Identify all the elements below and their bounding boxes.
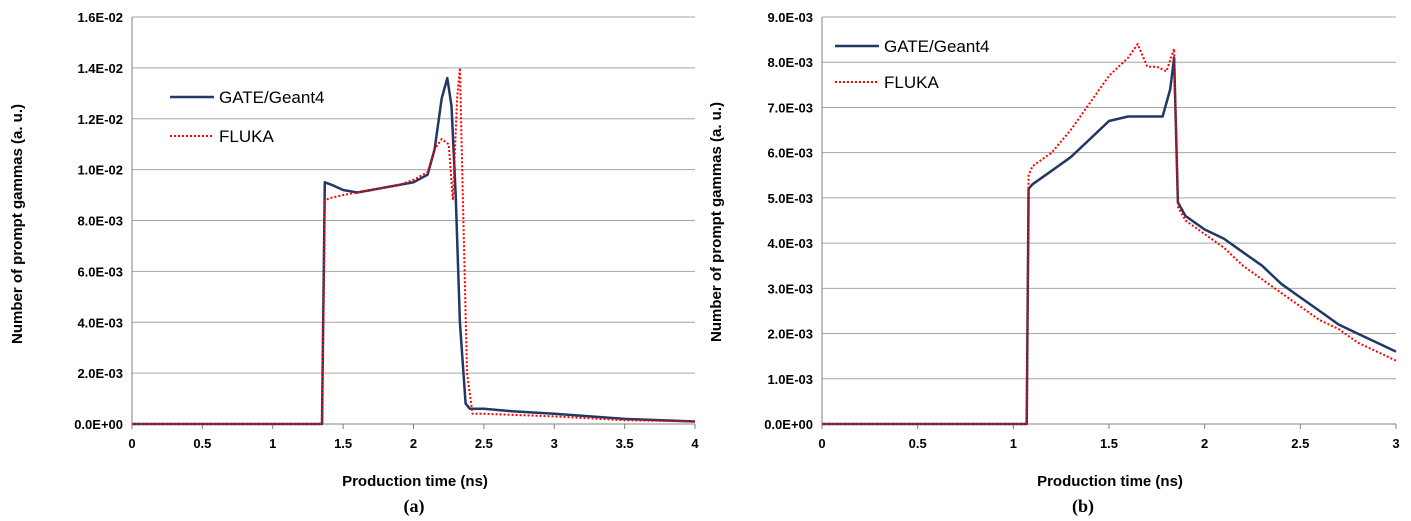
chart-a-x-tick-label: 0 bbox=[128, 436, 135, 451]
chart-b-x-tick-label: 2.5 bbox=[1291, 436, 1309, 451]
chart-a-y-tick-label: 1.2E-02 bbox=[77, 112, 123, 127]
chart-a-x-tick-label: 1 bbox=[269, 436, 276, 451]
chart-a-legend: GATE/Geant4 FLUKA bbox=[170, 88, 325, 146]
chart-b-y-tick-label: 2.0E-03 bbox=[767, 327, 813, 342]
chart-a-y-tick-label: 4.0E-03 bbox=[77, 315, 123, 330]
chart-a-y-tick-label: 2.0E-03 bbox=[77, 366, 123, 381]
chart-a-x-tick-label: 2 bbox=[410, 436, 417, 451]
chart-a-y-tick-labels: 0.0E+00 2.0E-03 4.0E-03 6.0E-03 8.0E-03 1.0E-… bbox=[74, 10, 123, 432]
chart-b-x-tick-label: 0.5 bbox=[909, 436, 927, 451]
chart-a-series-gate-geant4-line bbox=[132, 76, 696, 426]
chart-a-y-tick-label: 1.6E-02 bbox=[77, 10, 123, 25]
chart-a-series-fluka-line bbox=[132, 66, 696, 425]
chart-b-series-fluka-line bbox=[822, 43, 1397, 425]
chart-b-y-axis-title: Number of prompt gammas (a. u.) bbox=[708, 102, 725, 342]
chart-b-x-tick-label: 2 bbox=[1201, 436, 1208, 451]
chart-b-series bbox=[822, 43, 1397, 426]
chart-b-legend-label-gate: GATE/Geant4 bbox=[884, 37, 990, 56]
chart-b-y-tick-labels: 0.0E+00 1.0E-03 2.0E-03 3.0E-03 4.0E-03 5.0E-… bbox=[764, 10, 813, 432]
chart-a-y-axis-title: Number of prompt gammas (a. u.) bbox=[9, 104, 26, 344]
chart-b-y-tick-label: 9.0E-03 bbox=[767, 10, 813, 25]
chart-a-y-tick-label: 1.0E-02 bbox=[77, 163, 123, 178]
chart-a-x-tick-label: 4 bbox=[691, 436, 699, 451]
chart-b-y-tick-label: 5.0E-03 bbox=[767, 191, 813, 206]
chart-a-x-axis-title: Production time (ns) bbox=[342, 473, 488, 490]
chart-a-y-tick-label: 0.0E+00 bbox=[74, 417, 123, 432]
chart-a-x-tick-label: 2.5 bbox=[475, 436, 493, 451]
chart-b-gridlines bbox=[821, 16, 1397, 429]
chart-b-y-tick-label: 3.0E-03 bbox=[767, 281, 813, 296]
chart-b-y-tick-label: 8.0E-03 bbox=[767, 55, 813, 70]
chart-b-x-tick-label: 1 bbox=[1010, 436, 1017, 451]
chart-a-y-tick-label: 1.4E-02 bbox=[77, 61, 123, 76]
chart-b-x-axis-title: Production time (ns) bbox=[1037, 473, 1183, 490]
chart-b-y-tick-label: 7.0E-03 bbox=[767, 100, 813, 115]
chart-a-gridlines bbox=[131, 16, 696, 429]
chart-b-legend: GATE/Geant4 FLUKA bbox=[835, 37, 990, 92]
chart-b-panel-label: (b) bbox=[1072, 496, 1094, 517]
chart-b-y-tick-label: 4.0E-03 bbox=[767, 236, 813, 251]
chart-b-y-tick-label: 1.0E-03 bbox=[767, 372, 813, 387]
chart-b-x-tick-label: 1.5 bbox=[1100, 436, 1118, 451]
chart-a-y-tick-label: 6.0E-03 bbox=[77, 264, 123, 279]
chart-b-series-gate-geant4-line bbox=[822, 56, 1397, 426]
chart-a: 0.0E+00 2.0E-03 4.0E-03 6.0E-03 8.0E-03 1.0E-… bbox=[9, 10, 699, 517]
chart-a-x-tick-label: 1.5 bbox=[334, 436, 352, 451]
chart-b-x-tick-label: 3 bbox=[1392, 436, 1399, 451]
chart-b-legend-label-fluka: FLUKA bbox=[884, 73, 939, 92]
chart-a-series bbox=[132, 66, 696, 426]
chart-b-x-tick-label: 0 bbox=[818, 436, 825, 451]
chart-a-panel-label: (a) bbox=[404, 496, 425, 517]
chart-a-x-tick-labels: 0 0.5 1 1.5 2 2.5 3 3.5 4 bbox=[128, 436, 699, 451]
chart-b-y-tick-label: 0.0E+00 bbox=[764, 417, 813, 432]
chart-a-y-tick-label: 8.0E-03 bbox=[77, 214, 123, 229]
chart-a-legend-label-fluka: FLUKA bbox=[219, 127, 274, 146]
chart-b: 0.0E+00 1.0E-03 2.0E-03 3.0E-03 4.0E-03 5.0E-… bbox=[708, 10, 1400, 517]
chart-a-x-tick-label: 3 bbox=[551, 436, 558, 451]
chart-b-x-tick-labels: 0 0.5 1 1.5 2 2.5 3 bbox=[818, 436, 1399, 451]
chart-b-y-tick-label: 6.0E-03 bbox=[767, 146, 813, 161]
chart-a-legend-label-gate: GATE/Geant4 bbox=[219, 88, 325, 107]
chart-a-x-tick-label: 3.5 bbox=[616, 436, 634, 451]
chart-a-x-tick-label: 0.5 bbox=[193, 436, 211, 451]
